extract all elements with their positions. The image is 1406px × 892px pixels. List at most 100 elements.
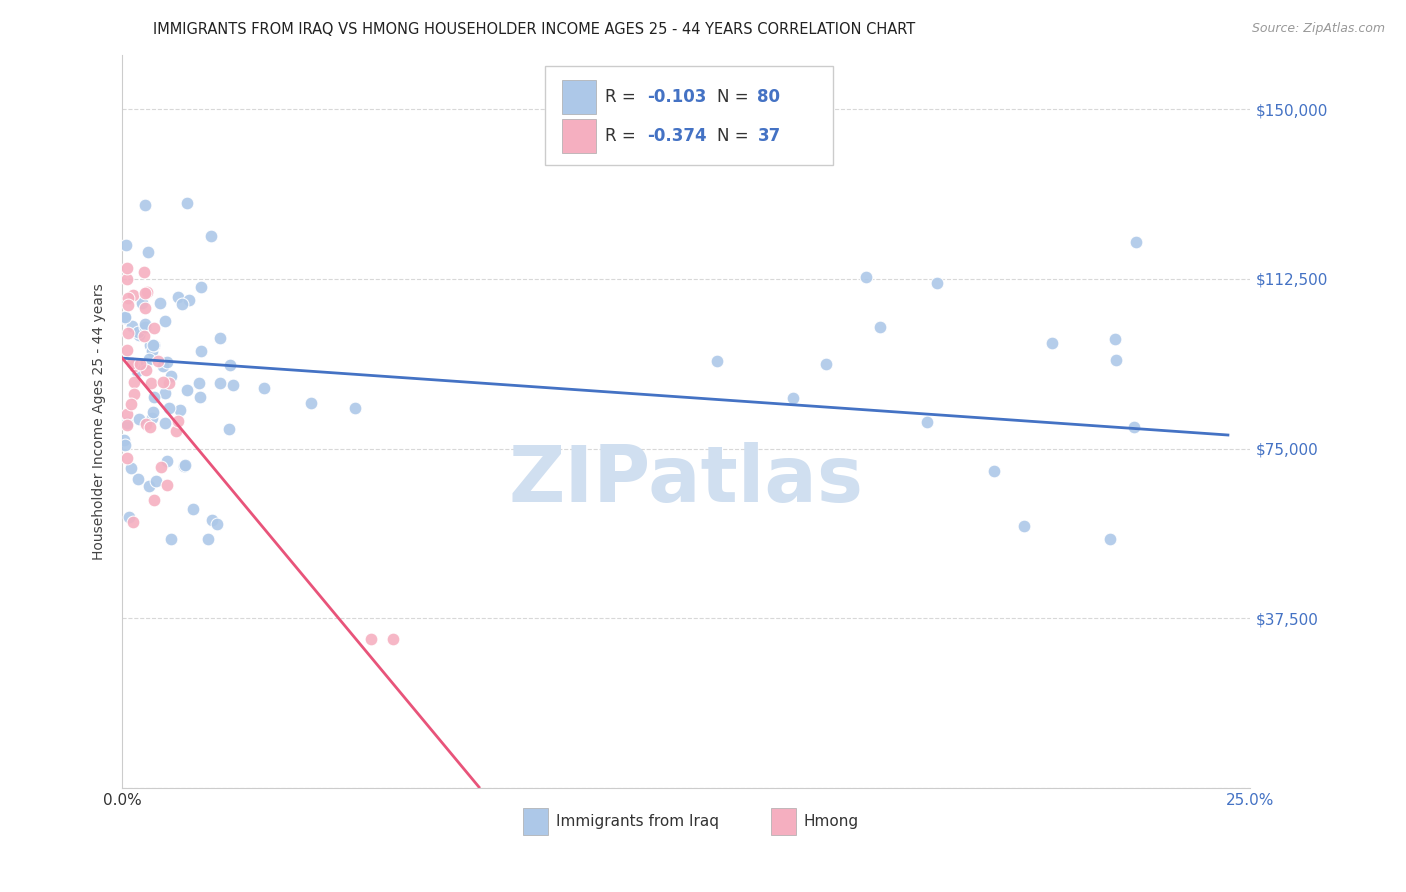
- Point: [134, 320, 156, 334]
- Point: [156, 478, 179, 492]
- Point: [301, 395, 323, 409]
- Point: [190, 279, 212, 293]
- FancyBboxPatch shape: [562, 80, 596, 114]
- Point: [134, 301, 156, 316]
- Point: [134, 286, 156, 301]
- Point: [152, 375, 174, 389]
- Point: [166, 414, 188, 428]
- Point: [134, 317, 156, 331]
- Text: Hmong: Hmong: [804, 814, 859, 829]
- Point: [122, 376, 145, 390]
- Point: [127, 472, 149, 486]
- Point: [124, 386, 146, 401]
- Point: [382, 632, 405, 646]
- Point: [167, 290, 190, 304]
- Point: [1125, 235, 1147, 249]
- Point: [141, 343, 163, 358]
- Point: [135, 362, 157, 376]
- Point: [128, 328, 150, 343]
- Point: [134, 198, 156, 212]
- Point: [143, 338, 166, 352]
- Point: [1105, 353, 1128, 368]
- Point: [983, 464, 1005, 478]
- Point: [120, 461, 142, 475]
- Point: [142, 321, 165, 335]
- Point: [129, 357, 152, 371]
- Point: [153, 314, 176, 328]
- Point: [117, 326, 139, 340]
- Point: [173, 458, 195, 473]
- Point: [115, 417, 138, 432]
- Point: [132, 328, 155, 343]
- Point: [128, 411, 150, 425]
- Point: [174, 458, 197, 472]
- Point: [114, 438, 136, 452]
- Point: [706, 354, 728, 368]
- Text: -0.103: -0.103: [647, 88, 706, 106]
- Point: [115, 261, 138, 276]
- Text: 80: 80: [758, 88, 780, 106]
- Point: [134, 265, 156, 279]
- Point: [197, 532, 219, 546]
- Point: [253, 381, 276, 395]
- Point: [208, 330, 231, 344]
- Point: [143, 390, 166, 404]
- Point: [190, 344, 212, 359]
- Y-axis label: Householder Income Ages 25 - 44 years: Householder Income Ages 25 - 44 years: [93, 283, 107, 560]
- Point: [120, 397, 142, 411]
- Point: [149, 296, 172, 310]
- Point: [218, 358, 240, 372]
- Point: [176, 195, 198, 210]
- Text: ZIPatlas: ZIPatlas: [509, 442, 863, 518]
- Point: [135, 285, 157, 300]
- Point: [169, 402, 191, 417]
- Point: [222, 378, 245, 392]
- Point: [152, 359, 174, 374]
- FancyBboxPatch shape: [770, 807, 796, 836]
- Text: Immigrants from Iraq: Immigrants from Iraq: [555, 814, 718, 829]
- FancyBboxPatch shape: [523, 807, 547, 836]
- Point: [183, 502, 205, 516]
- Text: N =: N =: [717, 88, 748, 106]
- Point: [143, 493, 166, 508]
- Point: [1012, 518, 1035, 533]
- FancyBboxPatch shape: [562, 119, 596, 153]
- Point: [142, 404, 165, 418]
- Point: [139, 376, 162, 391]
- Point: [148, 354, 170, 368]
- Point: [122, 288, 145, 302]
- Point: [142, 337, 165, 351]
- Point: [125, 364, 148, 378]
- Point: [115, 272, 138, 286]
- Point: [1104, 332, 1126, 346]
- Point: [218, 422, 240, 436]
- Point: [135, 417, 157, 432]
- Text: R =: R =: [605, 127, 636, 145]
- Point: [915, 415, 938, 429]
- Point: [344, 401, 367, 415]
- Point: [115, 407, 138, 421]
- Point: [138, 245, 160, 260]
- Point: [117, 291, 139, 305]
- Point: [177, 293, 200, 307]
- Point: [160, 368, 183, 383]
- Point: [205, 516, 228, 531]
- Point: [1123, 420, 1146, 434]
- Point: [114, 310, 136, 324]
- Point: [139, 338, 162, 352]
- Point: [139, 420, 162, 434]
- Point: [114, 310, 136, 325]
- Point: [118, 509, 141, 524]
- Point: [138, 352, 160, 367]
- Text: N =: N =: [717, 127, 748, 145]
- Point: [135, 356, 157, 370]
- Point: [187, 376, 209, 390]
- Text: 37: 37: [758, 127, 780, 145]
- Point: [155, 355, 177, 369]
- Point: [122, 515, 145, 529]
- Point: [1042, 335, 1064, 350]
- Point: [159, 532, 181, 546]
- Point: [855, 270, 877, 285]
- Point: [1098, 532, 1121, 546]
- Text: R =: R =: [605, 88, 636, 106]
